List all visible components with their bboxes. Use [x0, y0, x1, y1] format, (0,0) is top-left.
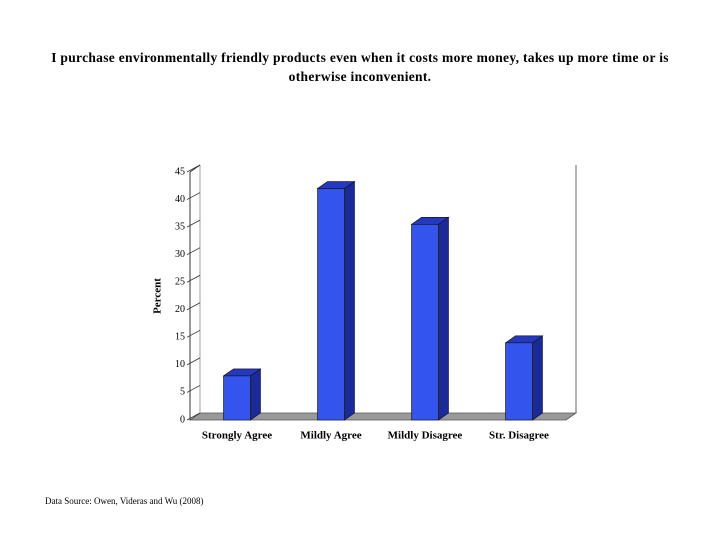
bar — [411, 224, 439, 421]
y-tick-label: 25 — [175, 277, 185, 288]
y-tick — [186, 412, 201, 421]
y-axis-label: Percent — [152, 278, 164, 314]
bar-side — [250, 368, 261, 421]
y-tick-label: 40 — [175, 194, 185, 205]
y-tick — [186, 385, 201, 393]
chart-title: I purchase environmentally friendly prod… — [51, 50, 669, 84]
x-tick-label: Mildly Agree — [300, 430, 361, 442]
x-tick-label: Strongly Agree — [202, 430, 272, 442]
y-tick — [186, 164, 201, 173]
y-tick-label: 45 — [175, 166, 185, 177]
y-tick-label: 15 — [175, 332, 185, 343]
y-tick-label: 30 — [175, 249, 185, 260]
y-tick-label: 10 — [175, 359, 185, 370]
y-tick-label: 20 — [175, 304, 185, 315]
y-tick — [186, 247, 201, 256]
y-tick-label: 5 — [180, 387, 185, 398]
bar-side — [532, 335, 543, 421]
x-tick-label: Str. Disagree — [489, 430, 549, 442]
y-tick-label: 0 — [180, 414, 185, 425]
bar — [505, 342, 533, 421]
bar — [317, 188, 345, 421]
bar — [223, 375, 251, 421]
y-tick — [186, 274, 201, 283]
x-tick-label: Mildly Disagree — [388, 430, 463, 442]
y-tick — [186, 192, 201, 200]
bar-side — [344, 180, 355, 421]
y-tick — [186, 302, 201, 311]
source-note: Data Source: Owen, Videras and Wu (2008) — [45, 496, 203, 506]
y-tick — [186, 357, 201, 366]
bar-side — [438, 216, 449, 421]
y-tick-label: 35 — [175, 221, 185, 232]
y-tick — [186, 219, 201, 228]
y-tick — [186, 329, 201, 338]
